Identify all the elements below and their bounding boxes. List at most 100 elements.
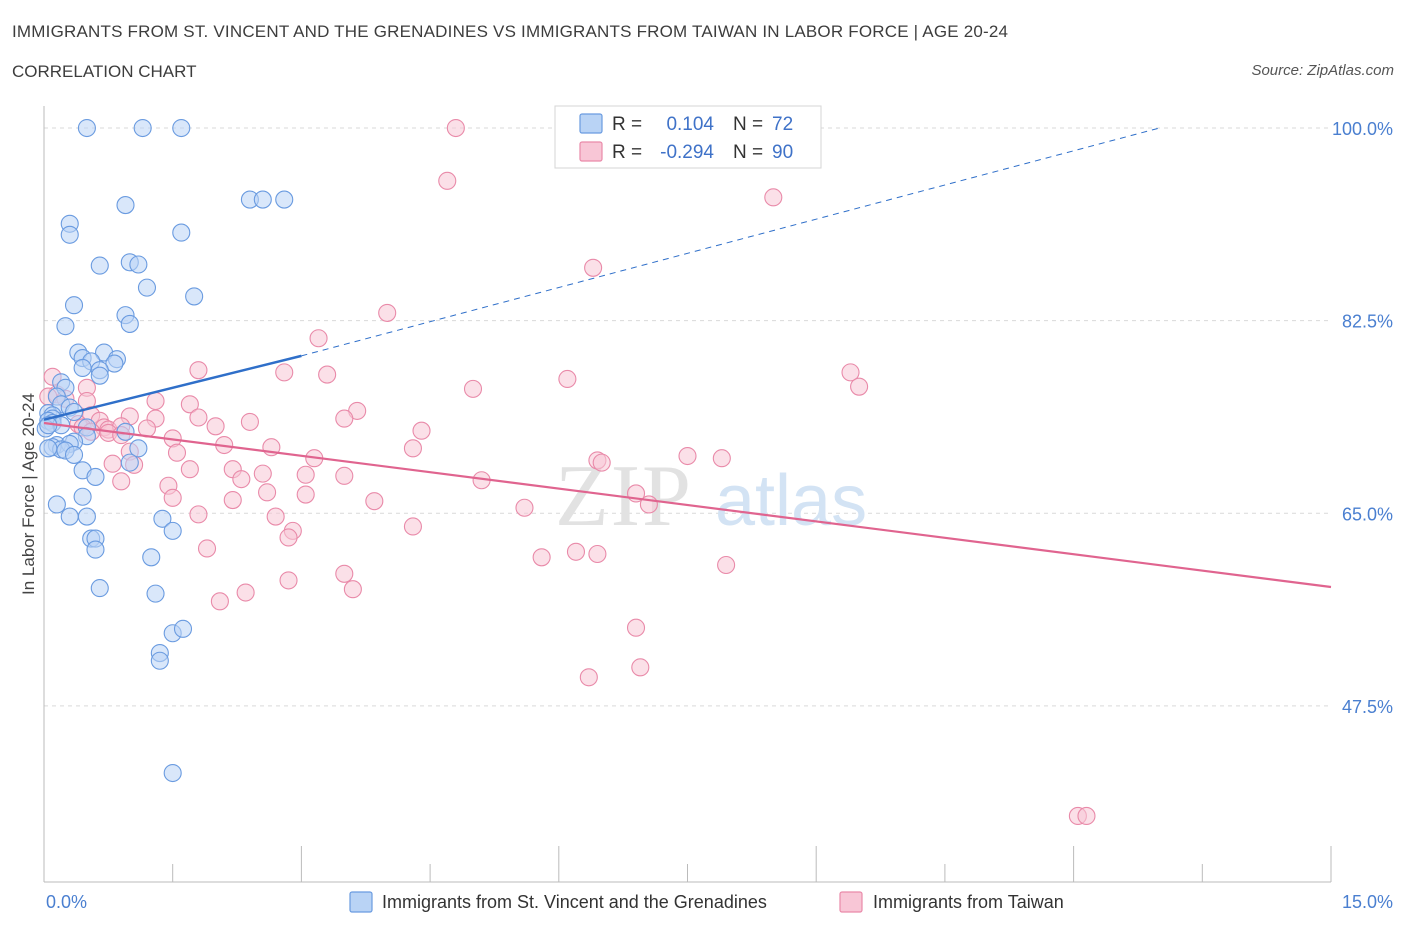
point-st-vincent	[153, 509, 172, 528]
point-taiwan	[146, 391, 165, 411]
point-taiwan	[631, 658, 650, 677]
point-taiwan	[180, 460, 199, 479]
y-tick-label: 82.5%	[1342, 312, 1393, 332]
point-taiwan	[446, 118, 465, 138]
point-st-vincent	[150, 651, 169, 670]
point-taiwan	[588, 544, 607, 564]
point-taiwan	[296, 485, 315, 504]
point-st-vincent	[163, 763, 182, 783]
source-credit: Source: ZipAtlas.com	[1251, 62, 1394, 79]
trend-lines	[43, 127, 1332, 589]
point-taiwan	[592, 453, 611, 472]
point-st-vincent	[275, 190, 294, 209]
point-st-vincent	[173, 619, 193, 638]
point-taiwan	[180, 395, 199, 414]
y-tick-label: 65.0%	[1342, 504, 1393, 524]
point-st-vincent	[129, 439, 148, 458]
point-st-vincent	[39, 439, 58, 458]
point-taiwan	[412, 421, 431, 440]
point-taiwan	[189, 505, 208, 524]
point-st-vincent	[90, 256, 109, 275]
point-taiwan	[253, 464, 272, 483]
stats-swatch-series2	[579, 141, 603, 162]
point-st-vincent	[133, 118, 152, 138]
point-taiwan	[223, 491, 242, 510]
point-taiwan	[210, 592, 229, 611]
point-st-vincent	[73, 358, 92, 378]
stats-n-value-2: 90	[772, 142, 793, 163]
point-st-vincent	[77, 118, 96, 138]
point-taiwan	[279, 528, 298, 547]
legend-swatch-series1	[349, 891, 373, 913]
stats-r-label-1: R =	[612, 114, 642, 135]
point-taiwan	[626, 618, 646, 637]
stats-r-value-1: 0.104	[666, 114, 714, 135]
point-taiwan	[189, 361, 208, 380]
point-taiwan	[515, 498, 534, 517]
point-taiwan	[378, 303, 397, 322]
y-tick-label: 100.0%	[1332, 119, 1393, 139]
point-taiwan	[163, 488, 182, 507]
point-st-vincent	[116, 196, 135, 215]
point-taiwan	[258, 483, 277, 502]
point-taiwan	[335, 409, 354, 428]
point-taiwan	[712, 449, 731, 468]
stats-swatch-series1	[579, 113, 603, 134]
point-taiwan	[764, 188, 783, 207]
point-taiwan	[232, 470, 251, 489]
y-axis-label: In Labor Force | Age 20-24	[19, 393, 38, 595]
point-taiwan	[584, 258, 603, 277]
point-st-vincent	[77, 507, 96, 526]
point-taiwan	[240, 412, 259, 431]
legend: Immigrants from St. Vincent and the Gren…	[349, 891, 1064, 913]
point-st-vincent	[64, 296, 84, 315]
x-axis-ticks	[43, 846, 1332, 882]
point-st-vincent	[120, 453, 139, 472]
point-st-vincent	[146, 584, 165, 603]
point-taiwan	[850, 377, 869, 396]
chart-title: IMMIGRANTS FROM ST. VINCENT AND THE GREN…	[12, 22, 1009, 41]
point-taiwan	[103, 454, 122, 473]
trend-line-taiwan	[43, 421, 1332, 589]
point-taiwan	[558, 369, 577, 389]
watermark-atlas: atlas	[715, 461, 867, 541]
stats-n-label-2: N =	[733, 142, 763, 163]
point-taiwan	[403, 517, 422, 536]
point-st-vincent	[73, 487, 92, 506]
y-tick-label: 47.5%	[1342, 697, 1393, 717]
point-taiwan	[403, 439, 422, 458]
point-taiwan	[189, 408, 208, 427]
point-st-vincent	[90, 366, 109, 385]
trend-line-st-vincent	[43, 354, 302, 421]
stats-n-label-1: N =	[733, 114, 763, 135]
trend-line-st-vincent-extension	[301, 127, 1160, 357]
point-st-vincent	[185, 287, 204, 306]
point-st-vincent	[90, 579, 109, 598]
legend-label-series1: Immigrants from St. Vincent and the Gren…	[382, 892, 767, 912]
point-st-vincent	[86, 467, 105, 486]
point-taiwan	[532, 548, 551, 567]
point-st-vincent	[64, 445, 84, 464]
y-axis-tick-labels: 47.5% 65.0% 82.5% 100.0%	[1332, 119, 1393, 717]
point-taiwan	[335, 466, 354, 485]
point-taiwan	[296, 465, 315, 484]
point-taiwan	[279, 571, 298, 590]
point-st-vincent	[172, 118, 191, 138]
point-taiwan	[343, 580, 362, 599]
point-st-vincent	[60, 507, 79, 526]
legend-label-series2: Immigrants from Taiwan	[873, 892, 1064, 912]
x-tick-label-max: 15.0%	[1342, 892, 1393, 912]
point-taiwan	[309, 329, 328, 348]
legend-swatch-series2	[839, 891, 863, 913]
stats-r-value-2: -0.294	[660, 142, 714, 163]
point-taiwan	[167, 443, 187, 462]
point-taiwan	[463, 379, 483, 398]
point-taiwan	[335, 564, 354, 583]
point-st-vincent	[129, 255, 148, 274]
point-taiwan	[236, 583, 255, 602]
point-taiwan	[579, 668, 598, 687]
point-taiwan	[275, 363, 294, 382]
point-taiwan	[438, 171, 457, 190]
point-taiwan	[365, 492, 384, 511]
